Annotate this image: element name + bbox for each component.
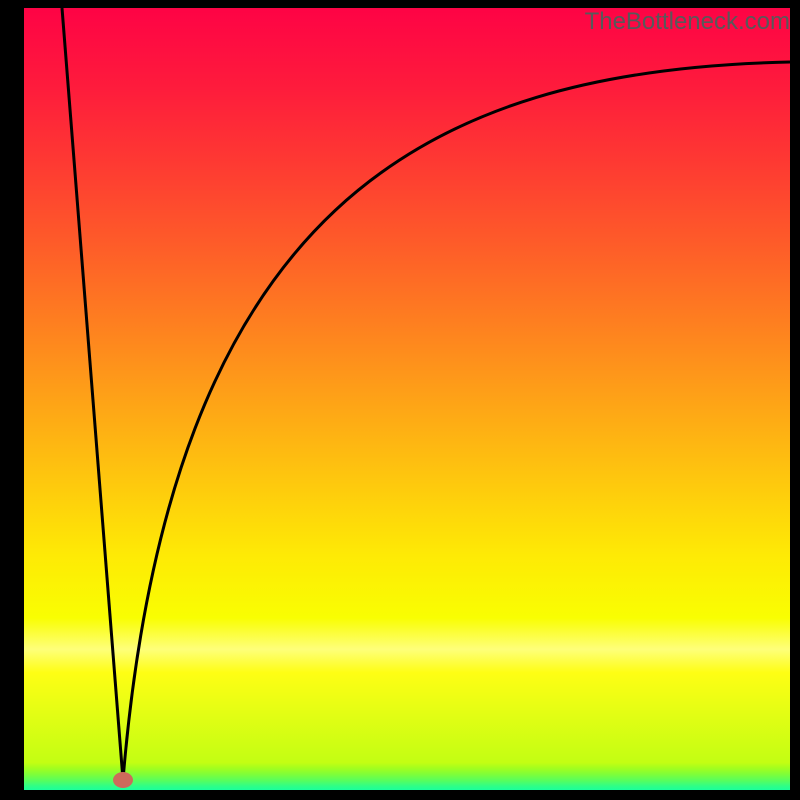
minimum-marker bbox=[113, 772, 133, 788]
curve-right-branch bbox=[123, 62, 790, 780]
chart-container: TheBottleneck.com bbox=[0, 0, 800, 800]
curve-layer bbox=[0, 0, 800, 800]
curve-left-branch bbox=[62, 8, 123, 780]
watermark-text: TheBottleneck.com bbox=[585, 8, 790, 36]
